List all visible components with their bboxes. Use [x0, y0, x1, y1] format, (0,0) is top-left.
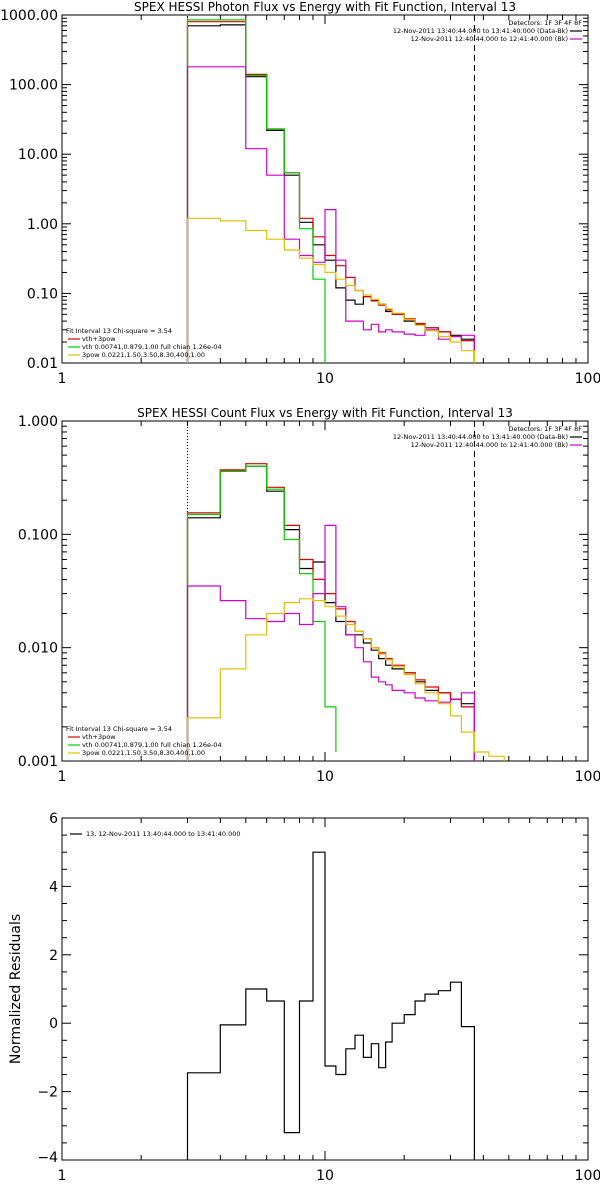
legend-entry: Fit Interval 13 Chi-square = 3.54	[66, 725, 172, 733]
legend-entry: 12-Nov-2011 13:40:44.000 to 13:41:40.000…	[393, 27, 568, 35]
legend-entry: 12-Nov-2011 12:40:44.000 to 12:41:40.000…	[411, 35, 568, 43]
series-line-magenta	[186, 66, 475, 363]
y-axis-label: Normalized Residuals	[8, 914, 24, 1064]
y-tick-label: 1000.00	[0, 8, 58, 24]
y-tick-label: 0	[49, 1016, 58, 1032]
series-group	[186, 851, 475, 1160]
series-line-red	[186, 463, 475, 761]
x-tick-label: 10	[316, 1168, 334, 1184]
legend-entry: 3pow 0.0221,1.50,3.50,8.30,400,1.00	[82, 351, 205, 359]
legend-entry: vth 0.00741,0.879,1.00 full chian 1.26e-…	[82, 741, 222, 749]
chart-title: SPEX HESSI Photon Flux vs Energy with Fi…	[134, 0, 516, 14]
series-line-green	[186, 465, 337, 761]
y-tick-label: 0.001	[18, 754, 58, 770]
y-tick-label: 100.00	[9, 78, 58, 94]
series-line-magenta	[186, 524, 475, 761]
legend-entry: vth+3pow	[82, 335, 116, 343]
legend-entry: vth 0.00741,0.879,1.00 full chian 1.26e-…	[82, 343, 222, 351]
y-tick-label: 0.01	[27, 356, 58, 372]
legend-entry: 12-Nov-2011 13:40:44.000 to 13:41:40.000…	[393, 433, 568, 441]
series-line-green	[186, 19, 326, 363]
series-line-red	[186, 21, 475, 363]
photon-flux-panel: SPEX HESSI Photon Flux vs Energy with Fi…	[0, 0, 600, 387]
legend-entry: 13, 12-Nov-2011 13:40:44.000 to 13:41:40…	[86, 830, 240, 838]
y-tick-label: 10.00	[18, 147, 58, 163]
legend-entry: 12-Nov-2011 12:40:44.000 to 12:41:40.000…	[411, 441, 568, 449]
y-tick-label: 0.10	[27, 286, 58, 302]
y-tick-label: 1.00	[27, 217, 58, 233]
series-group	[186, 421, 505, 761]
y-tick-label: 0.010	[18, 641, 58, 657]
legend-entry: Fit Interval 13 Chi-square = 3.54	[66, 327, 172, 335]
x-tick-label: 1	[58, 1168, 67, 1184]
y-tick-label: 4	[49, 879, 58, 895]
x-tick-label: 100	[575, 371, 600, 387]
y-tick-label: 6	[49, 811, 58, 827]
legend-entry: vth+3pow	[82, 733, 116, 741]
series-line-black	[186, 465, 475, 761]
legend-entry: Detectors: 1F 3F 4F 8F	[508, 19, 582, 27]
y-tick-label: 2	[49, 948, 58, 964]
x-tick-label: 100	[575, 769, 600, 785]
y-tick-label: 0.100	[18, 527, 58, 543]
x-tick-label: 10	[316, 769, 334, 785]
legend-entry: 3pow 0.0221,1.50,3.50,8.30,400,1.00	[82, 749, 205, 757]
x-tick-label: 1	[58, 769, 67, 785]
series-line-yellow	[186, 598, 505, 761]
series-group	[186, 15, 475, 363]
x-tick-label: 100	[575, 1168, 600, 1184]
x-tick-label: 1	[58, 371, 67, 387]
series-line-black	[186, 24, 475, 363]
chart-title: SPEX HESSI Count Flux vs Energy with Fit…	[137, 406, 513, 420]
residuals-panel: 1 10 100 −4 −2 0 2 4 6 Normalized Residuals 13, 12…	[8, 811, 600, 1184]
y-tick-label: −2	[37, 1085, 58, 1101]
count-flux-panel: SPEX HESSI Count Flux vs Energy with Fit…	[18, 406, 600, 785]
series-line-black	[186, 851, 475, 1160]
y-tick-label: 1.000	[18, 414, 58, 430]
legend-entry: Detectors: 1F 3F 4F 8F	[508, 425, 582, 433]
x-tick-label: 10	[316, 371, 334, 387]
y-tick-label: −4	[37, 1150, 58, 1166]
series-line-yellow	[186, 217, 475, 363]
